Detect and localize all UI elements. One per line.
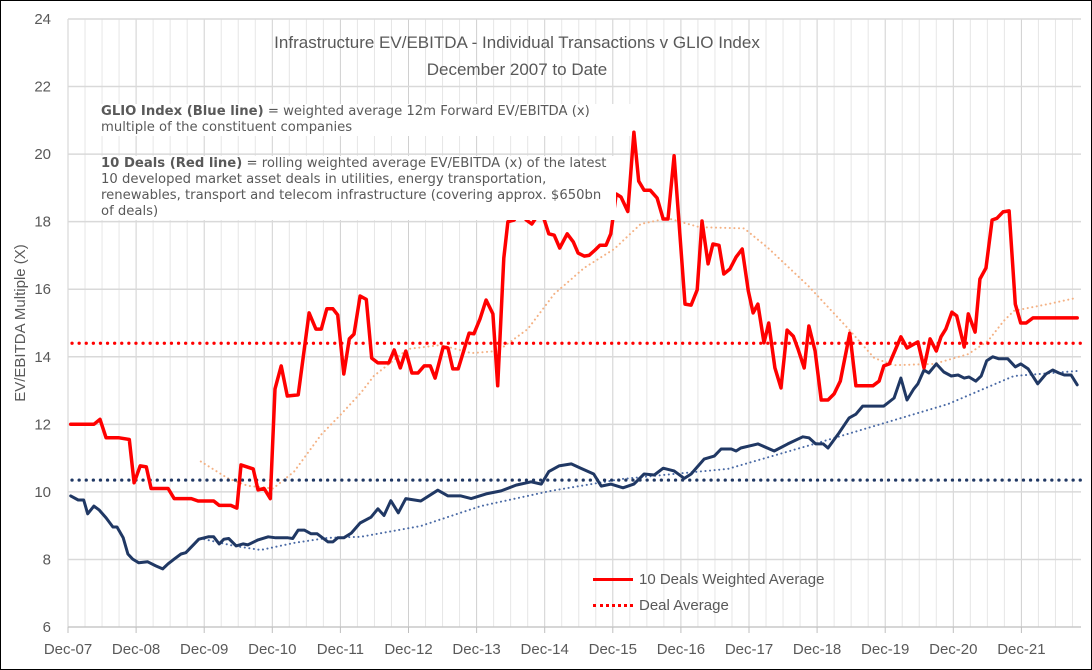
x-tick-label: Dec-11 — [317, 641, 364, 658]
y-tick-label: 18 — [34, 214, 51, 231]
x-tick-label: Dec-07 — [44, 641, 92, 658]
y-tick-label: 16 — [34, 281, 51, 298]
glio-annotation-bold: GLIO Index (Blue line) — [101, 104, 264, 119]
deals-annotation-bold: 10 Deals (Red line) — [101, 156, 243, 171]
y-tick-label: 22 — [34, 79, 51, 96]
x-tick-label: Dec-13 — [452, 641, 500, 658]
legend-item-deal-average: Deal Average — [593, 592, 824, 618]
x-tick-label: Dec-10 — [248, 641, 296, 658]
deals-annotation-text: = rolling weighted average EV/EBITDA (x)… — [101, 156, 607, 219]
series-line-glio-trend — [203, 370, 1079, 551]
series-line-10-deals-weighted-average — [68, 130, 1079, 510]
y-tick-label: 10 — [34, 484, 51, 501]
chart-title: Infrastructure EV/EBITDA - Individual Tr… — [274, 33, 760, 52]
x-tick-label: Dec-20 — [929, 641, 977, 658]
x-tick-label: Dec-21 — [997, 641, 1045, 658]
y-tick-label: 14 — [34, 349, 51, 366]
x-tick-label: Dec-19 — [861, 641, 909, 658]
x-tick-label: Dec-08 — [112, 641, 160, 658]
x-tick-label: Dec-18 — [793, 641, 841, 658]
y-tick-label: 8 — [43, 551, 51, 568]
legend-label: 10 Deals Weighted Average — [639, 570, 825, 588]
legend-swatch-solid-red — [593, 577, 633, 581]
legend-label: Deal Average — [639, 596, 729, 614]
y-tick-label: 24 — [34, 11, 51, 28]
legend: 10 Deals Weighted Average Deal Average — [593, 566, 824, 618]
y-tick-label: 20 — [34, 146, 51, 163]
series-line-glio-index — [69, 355, 1079, 571]
y-axis-label: EV/EBITDA Multiple (X) — [12, 244, 29, 402]
glio-annotation-text: = weighted average 12m Forward EV/EBITDA… — [101, 104, 590, 135]
legend-item-weighted-average: 10 Deals Weighted Average — [593, 566, 824, 592]
legend-swatch-dotted-red — [593, 603, 633, 607]
x-tick-label: Dec-12 — [384, 641, 432, 658]
x-tick-label: Dec-16 — [657, 641, 705, 658]
x-tick-label: Dec-09 — [180, 641, 228, 658]
glio-annotation: GLIO Index (Blue line) = weighted averag… — [101, 104, 631, 136]
chart-subtitle: December 2007 to Date — [426, 60, 608, 79]
x-tick-label: Dec-15 — [589, 641, 637, 658]
y-tick-label: 12 — [34, 416, 51, 433]
deals-annotation: 10 Deals (Red line) = rolling weighted a… — [101, 156, 616, 220]
y-tick-label: 6 — [43, 619, 51, 636]
series-line-deals-trend — [199, 217, 1077, 490]
x-tick-label: Dec-17 — [725, 641, 773, 658]
x-tick-label: Dec-14 — [521, 641, 569, 658]
